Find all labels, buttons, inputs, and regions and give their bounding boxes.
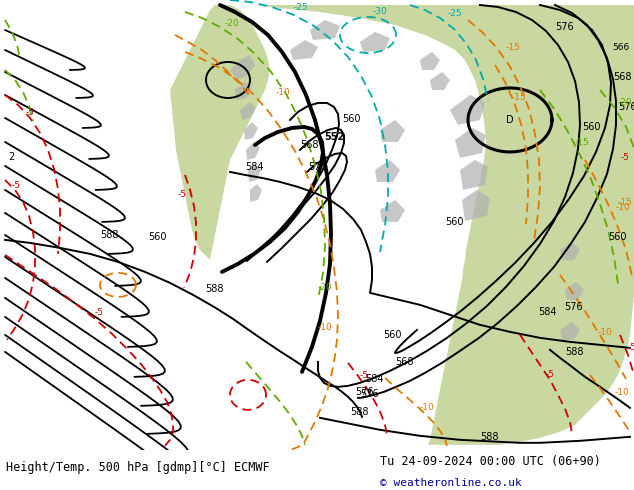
Text: 560: 560	[608, 232, 626, 242]
Text: 568: 568	[300, 140, 318, 150]
Text: -15: -15	[512, 93, 527, 102]
Text: 568: 568	[613, 72, 631, 82]
Polygon shape	[230, 55, 255, 80]
Polygon shape	[420, 52, 440, 70]
Text: 584: 584	[365, 374, 384, 384]
Text: 560: 560	[445, 217, 463, 227]
Text: 588: 588	[350, 407, 368, 417]
Text: -25: -25	[294, 3, 309, 12]
Polygon shape	[248, 164, 261, 182]
Text: © weatheronline.co.uk: © weatheronline.co.uk	[380, 478, 522, 488]
Text: -5: -5	[628, 343, 634, 352]
Text: Tu 24-09-2024 00:00 UTC (06+90): Tu 24-09-2024 00:00 UTC (06+90)	[380, 455, 601, 467]
Polygon shape	[560, 242, 580, 260]
Text: -5: -5	[26, 108, 35, 117]
Polygon shape	[235, 82, 252, 100]
Text: -15: -15	[575, 138, 590, 147]
Polygon shape	[460, 160, 488, 190]
Text: -5: -5	[546, 370, 555, 379]
Text: 584: 584	[538, 307, 557, 317]
Text: -10: -10	[420, 403, 435, 412]
Polygon shape	[170, 5, 270, 260]
Text: 588: 588	[205, 284, 224, 294]
Polygon shape	[380, 200, 405, 222]
Text: -15: -15	[618, 198, 633, 207]
Text: 560: 560	[582, 122, 600, 132]
Text: 576: 576	[618, 102, 634, 112]
Text: -10: -10	[318, 323, 333, 332]
Text: 588: 588	[565, 347, 583, 357]
Polygon shape	[240, 102, 256, 120]
Polygon shape	[450, 95, 485, 125]
Text: -5: -5	[178, 190, 187, 199]
Polygon shape	[455, 128, 486, 158]
Polygon shape	[375, 160, 400, 182]
Text: -30: -30	[373, 7, 388, 16]
Text: -20: -20	[318, 283, 333, 292]
Text: -10: -10	[276, 88, 291, 97]
Text: 576: 576	[360, 389, 378, 399]
Polygon shape	[380, 120, 405, 142]
Text: 2: 2	[8, 152, 14, 162]
Polygon shape	[360, 32, 390, 52]
Polygon shape	[310, 20, 340, 40]
Text: -10: -10	[615, 203, 630, 212]
Polygon shape	[462, 190, 490, 221]
Text: D: D	[506, 115, 514, 125]
Text: 576: 576	[355, 387, 373, 397]
Text: -15: -15	[506, 43, 521, 52]
Text: -20: -20	[225, 19, 240, 28]
Text: -5: -5	[360, 371, 369, 380]
Text: 552: 552	[324, 132, 344, 142]
Text: 566: 566	[612, 43, 630, 52]
Text: -5: -5	[621, 153, 630, 162]
Text: -20: -20	[618, 98, 633, 107]
Polygon shape	[565, 282, 584, 300]
Text: -10: -10	[615, 388, 630, 397]
Polygon shape	[230, 5, 634, 445]
Text: 588: 588	[100, 230, 119, 240]
Text: 576: 576	[555, 22, 574, 32]
Text: 560: 560	[148, 232, 167, 242]
Polygon shape	[430, 72, 450, 90]
Text: Height/Temp. 500 hPa [gdmp][°C] ECMWF: Height/Temp. 500 hPa [gdmp][°C] ECMWF	[6, 462, 270, 474]
Text: -25: -25	[448, 9, 463, 18]
Polygon shape	[250, 184, 262, 202]
Text: -5: -5	[12, 181, 21, 190]
Text: 568: 568	[395, 357, 413, 367]
Text: 560: 560	[342, 114, 361, 124]
Polygon shape	[246, 142, 260, 160]
Text: 584: 584	[245, 162, 264, 172]
Text: 576: 576	[308, 162, 327, 172]
Text: 588: 588	[480, 432, 498, 442]
Text: -5: -5	[95, 308, 104, 317]
Polygon shape	[290, 40, 318, 60]
Text: -10: -10	[598, 328, 612, 337]
Polygon shape	[244, 122, 258, 140]
Polygon shape	[560, 322, 580, 340]
Text: 560: 560	[383, 330, 401, 340]
Text: 576: 576	[564, 302, 583, 312]
